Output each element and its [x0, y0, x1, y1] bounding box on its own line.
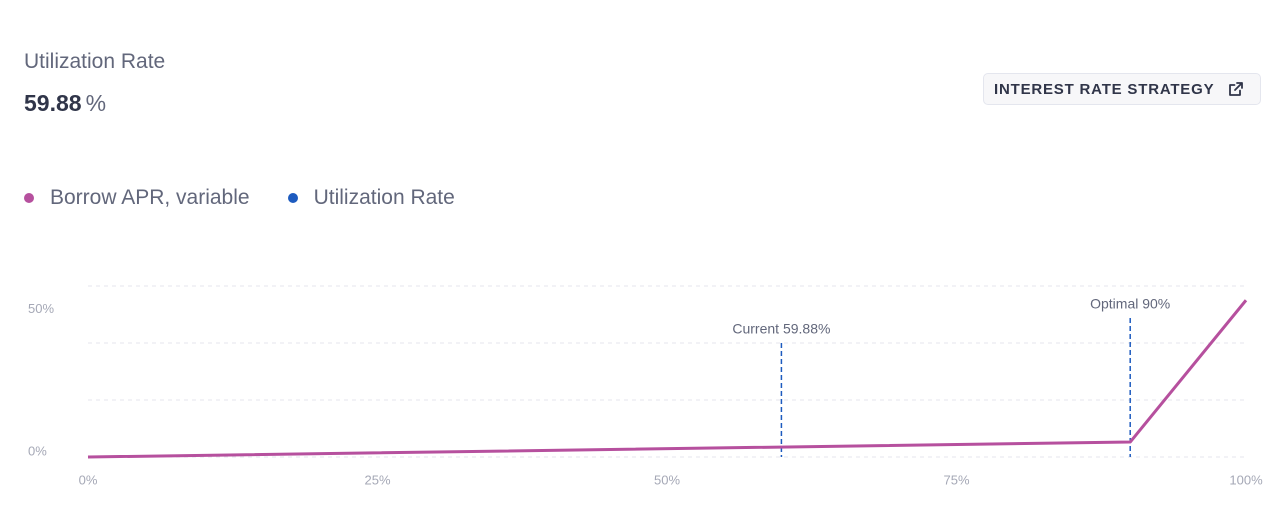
- external-link-icon: [1229, 82, 1244, 96]
- legend-item: Borrow APR, variable: [24, 186, 250, 210]
- legend-label: Utilization Rate: [313, 186, 455, 209]
- legend-dot: [287, 193, 298, 203]
- x-tick-label: 50%: [654, 472, 680, 487]
- y-tick-label: 0%: [28, 443, 47, 458]
- legend: Borrow APR, variable Utilization Rate: [24, 186, 493, 210]
- y-tick-label: 50%: [28, 301, 54, 316]
- metric-unit: %: [85, 90, 107, 116]
- metric-title: Utilization Rate: [24, 50, 166, 73]
- x-tick-label: 100%: [1229, 472, 1263, 487]
- strategy-button[interactable]: INTEREST RATE STRATEGY: [983, 73, 1261, 105]
- legend-item: Utilization Rate: [287, 186, 455, 210]
- metric-value: 59.88%: [24, 90, 106, 117]
- metric-number: 59.88: [24, 90, 82, 116]
- series-line: [87, 299, 1248, 459]
- x-tick-label: 75%: [943, 472, 969, 487]
- x-tick-label: 25%: [364, 472, 390, 487]
- legend-dot: [24, 193, 34, 203]
- legend-label: Borrow APR, variable: [50, 186, 250, 209]
- button-label: INTEREST RATE STRATEGY: [994, 80, 1215, 98]
- annotation-label: Current 59.88%: [732, 321, 830, 337]
- annotation-label: Optimal 90%: [1090, 296, 1170, 312]
- x-tick-label: 0%: [79, 472, 98, 487]
